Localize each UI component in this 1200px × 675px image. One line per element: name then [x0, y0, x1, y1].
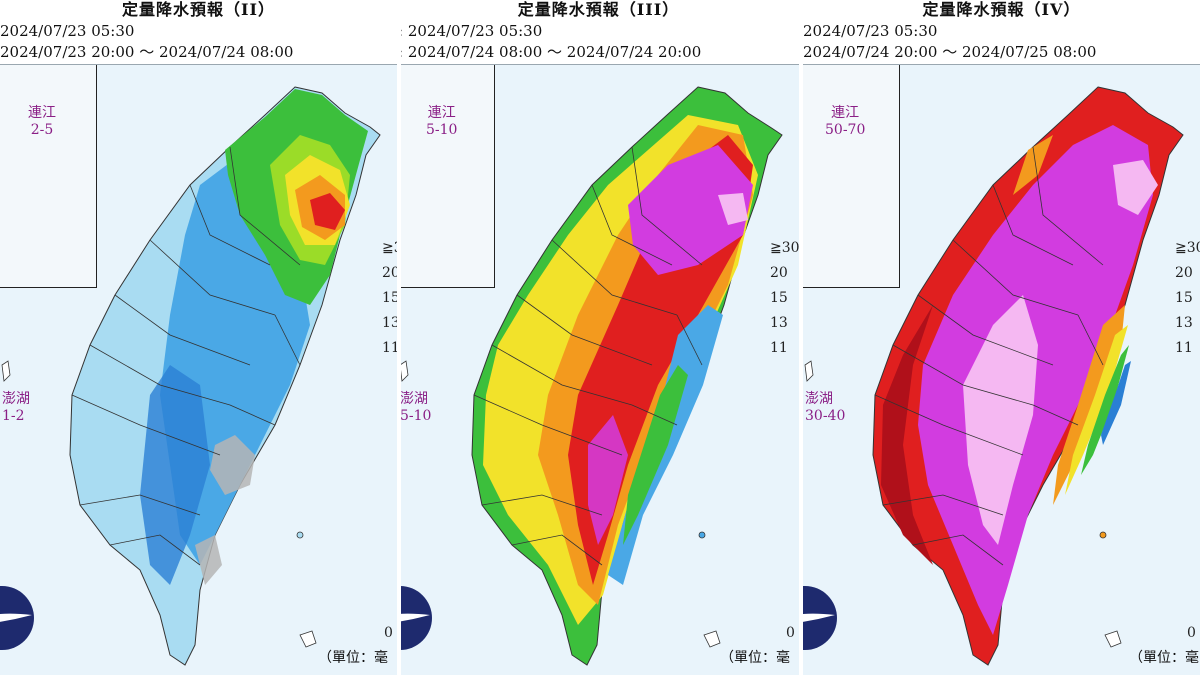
- cwa-logo: [0, 586, 34, 650]
- valid-range: 2024/07/24 20:00 ～ 2024/07/25 08:00: [803, 43, 1097, 61]
- panel-title: 定量降水預報（II）: [122, 0, 275, 19]
- matsu-label: 連江 5-10: [426, 105, 457, 139]
- legend-tick: 20: [1175, 265, 1193, 281]
- penghu-name: 澎湖: [2, 391, 30, 407]
- penghu-range: 30-40: [805, 408, 846, 424]
- rain-zone-pink: [963, 295, 1038, 545]
- penghu-label: 澎湖 30-40: [805, 391, 845, 425]
- penghu-islands: [804, 360, 814, 382]
- forecast-panel-2: 定量降水預報（II） 2024/07/23 05:30 2024/07/23 2…: [0, 0, 397, 675]
- matsu-inset: [803, 65, 900, 288]
- issue-time: 2024/07/23 05:30: [803, 22, 938, 40]
- cwa-logo: [803, 586, 837, 650]
- rain-zone-orange-north: [1013, 135, 1053, 195]
- rain-zone-pink-2: [1113, 160, 1158, 215]
- green-island: [296, 531, 304, 539]
- legend-bottom-tick: 0: [1187, 625, 1196, 641]
- matsu-name: 連江: [427, 105, 456, 121]
- panel-title: 定量降水預報（III）: [517, 0, 680, 19]
- legend-bottom-tick: 0: [786, 625, 795, 641]
- penghu-range: 5-10: [400, 408, 432, 424]
- legend-tick: 11: [1175, 340, 1193, 356]
- legend-tick: ≧30: [382, 240, 397, 256]
- panel-divider: [799, 0, 803, 675]
- taiwan-rain-map: [399, 86, 783, 666]
- legend-tick: 11: [382, 340, 397, 356]
- matsu-label: 連江 2-5: [28, 105, 56, 139]
- county-boundaries: [874, 146, 1104, 566]
- matsu-label: 連江 50-70: [825, 105, 865, 139]
- rain-zone-gray: [210, 435, 255, 495]
- legend-tick: 15: [1175, 290, 1193, 306]
- penghu-islands: [1, 360, 11, 382]
- green-island: [698, 531, 706, 539]
- legend-tick: 20: [382, 265, 397, 281]
- county-boundaries: [71, 146, 301, 566]
- penghu-islands: [399, 360, 409, 382]
- county-boundaries: [473, 146, 703, 566]
- map-area: 連江 50-70 澎湖 30-40 ≧30 20 15 13 11 0: [803, 64, 1200, 675]
- legend-tick: ≧30: [770, 240, 799, 256]
- forecast-panel-3: 定量降水預報（III） : 2024/07/23 05:30 : 2024/07…: [398, 0, 799, 675]
- issue-time: 2024/07/23 05:30: [0, 22, 135, 40]
- matsu-inset: [398, 65, 495, 288]
- taiwan-rain-map: [804, 86, 1184, 666]
- unit-label: （單位：毫: [318, 650, 388, 666]
- penghu-name: 澎湖: [805, 391, 833, 407]
- penghu-label: 澎湖 1-2: [2, 391, 30, 425]
- issue-time: : 2024/07/23 05:30: [398, 22, 543, 40]
- rain-zone-red: [310, 193, 345, 230]
- legend-tick: ≧30: [1175, 240, 1200, 256]
- rain-zone-gray-2: [195, 535, 222, 585]
- unit-label: （單位：毫: [1129, 650, 1199, 666]
- matsu-name: 連江: [28, 105, 56, 121]
- penghu-name: 澎湖: [400, 391, 428, 407]
- map-area: 連江 5-10 澎湖 5-10 ≧30 20 15 13 11 0: [398, 64, 799, 675]
- legend-tick: 15: [770, 290, 788, 306]
- map-area: 連江 2-5 澎湖 1-2 ≧30 20 15 13 11 0: [0, 64, 397, 675]
- penghu-range: 1-2: [2, 408, 25, 424]
- rain-zone-blue-east: [1101, 361, 1131, 445]
- rain-zone-deepblue: [140, 365, 210, 585]
- matsu-range: 2-5: [30, 122, 54, 138]
- matsu-name: 連江: [831, 105, 860, 121]
- rain-zone-darkred: [881, 305, 933, 565]
- legend-tick: 13: [770, 315, 788, 331]
- rain-zone-pink: [718, 193, 748, 225]
- legend-tick: 20: [770, 265, 788, 281]
- rain-zone-magenta-2: [588, 415, 628, 545]
- valid-range: 2024/07/23 20:00 ～ 2024/07/24 08:00: [0, 43, 294, 61]
- rain-zone-yellow-east: [1065, 325, 1128, 495]
- valid-range: : 2024/07/24 08:00 ～ 2024/07/24 20:00: [398, 43, 702, 61]
- orchid-island: [703, 630, 721, 648]
- panel-title: 定量降水預報（IV）: [922, 0, 1081, 19]
- matsu-inset: [0, 65, 97, 288]
- rain-zone-magenta: [628, 145, 753, 275]
- panel-divider: [397, 0, 401, 675]
- cwa-logo: [398, 586, 432, 650]
- taiwan-rain-map: [1, 86, 381, 666]
- rain-zone-green-east: [1081, 345, 1129, 475]
- rain-zone-green-east: [623, 365, 688, 545]
- legend-tick: 13: [1175, 315, 1193, 331]
- rain-zone-orange-east: [1053, 305, 1125, 505]
- orchid-island: [299, 630, 317, 648]
- legend-tick: 13: [382, 315, 397, 331]
- forecast-panel-4: 定量降水預報（IV） 2024/07/23 05:30 2024/07/24 2…: [803, 0, 1200, 675]
- matsu-range: 5-10: [426, 122, 458, 138]
- penghu-label: 澎湖 5-10: [400, 391, 431, 425]
- legend-tick: 11: [770, 340, 788, 356]
- unit-label: （單位：毫: [720, 650, 790, 666]
- legend-tick: 15: [382, 290, 397, 306]
- green-island: [1099, 531, 1107, 539]
- legend-bottom-tick: 0: [384, 625, 393, 641]
- orchid-island: [1104, 630, 1122, 648]
- matsu-range: 50-70: [825, 122, 866, 138]
